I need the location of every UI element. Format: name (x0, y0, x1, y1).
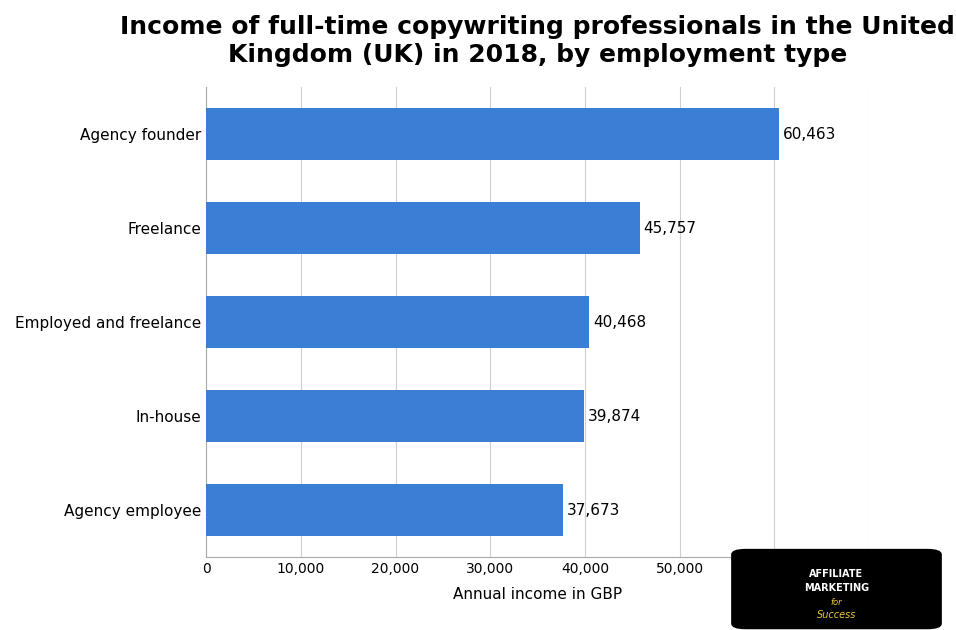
Text: AFFILIATE: AFFILIATE (810, 569, 863, 579)
FancyBboxPatch shape (731, 549, 942, 629)
Text: 39,874: 39,874 (588, 409, 641, 423)
Text: for: for (831, 598, 842, 607)
Text: MARKETING: MARKETING (804, 583, 869, 593)
Bar (206, 108, 779, 160)
Bar (206, 296, 590, 348)
Bar (206, 202, 640, 254)
Text: 37,673: 37,673 (567, 503, 620, 518)
Text: 40,468: 40,468 (594, 314, 646, 329)
Text: 45,757: 45,757 (643, 220, 696, 236)
Text: 60,463: 60,463 (783, 127, 836, 142)
Title: Income of full-time copywriting professionals in the United
Kingdom (UK) in 2018: Income of full-time copywriting professi… (120, 15, 955, 67)
Bar (206, 484, 563, 536)
X-axis label: Annual income in GBP: Annual income in GBP (453, 587, 622, 602)
Text: Success: Success (816, 610, 857, 621)
Bar (206, 391, 584, 442)
